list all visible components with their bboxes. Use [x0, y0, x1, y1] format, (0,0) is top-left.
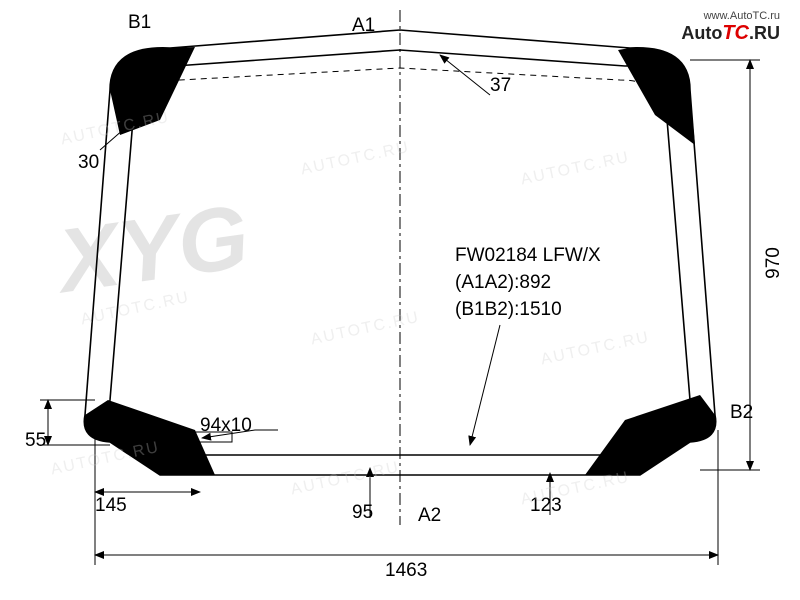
leader-37	[440, 55, 490, 95]
dim-1463: 1463	[385, 560, 427, 582]
dim-94x10: 94x10	[200, 415, 252, 437]
leader-part	[470, 325, 500, 445]
part-number: FW02184 LFW/X	[455, 245, 601, 267]
dim-970: 970	[763, 247, 785, 279]
black-top-left	[110, 47, 195, 135]
dim-30: 30	[78, 152, 99, 174]
dim-145: 145	[95, 495, 127, 517]
black-bottom-right	[585, 395, 716, 475]
b1b2-dim: (B1B2):1510	[455, 299, 562, 321]
label-b1: B1	[128, 12, 151, 34]
a1a2-dim: (A1A2):892	[455, 272, 551, 294]
label-a2: A2	[418, 505, 441, 527]
dim-123: 123	[530, 495, 562, 517]
dim-55: 55	[25, 430, 46, 452]
label-b2: B2	[730, 402, 753, 424]
dim-95: 95	[352, 502, 373, 524]
xyg-watermark: XYG	[48, 187, 255, 313]
label-a1: A1	[352, 15, 375, 37]
dim-37: 37	[490, 75, 511, 97]
black-bottom-left	[84, 400, 215, 475]
black-top-right	[618, 48, 695, 145]
